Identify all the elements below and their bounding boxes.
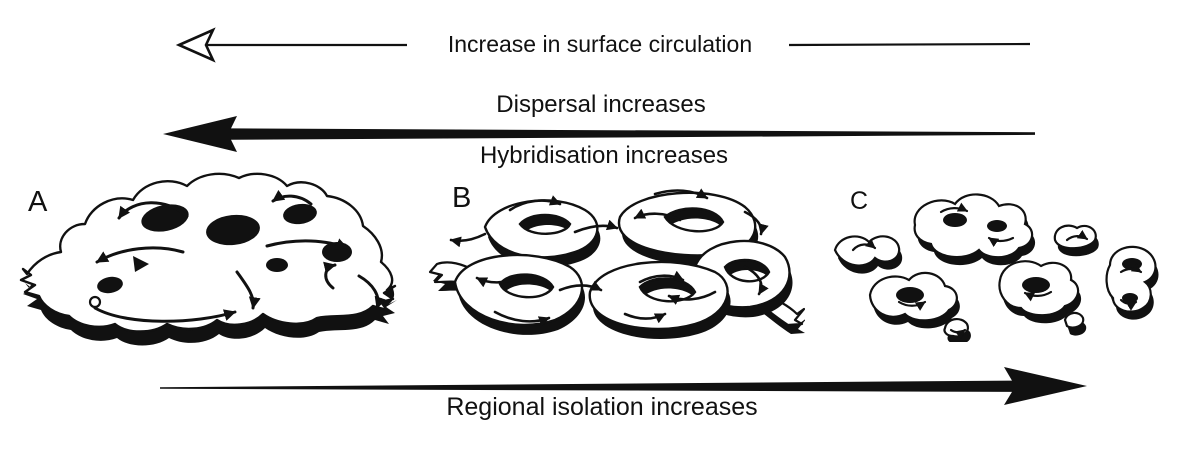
panel-a-illustration: [19, 172, 397, 346]
panel-b-illustration: [428, 188, 805, 339]
regional-isolation-arrow: [160, 367, 1087, 405]
surface-circulation-arrow: [175, 27, 1031, 63]
surface-circulation-label: Increase in surface circulation: [447, 31, 753, 57]
panel-c-circulation-arrows: [851, 202, 1143, 340]
panel-a-holes: [88, 203, 352, 309]
panel-c-holes: [896, 213, 1142, 303]
panel-b-label: B: [452, 182, 472, 214]
panel-a-label: A: [28, 186, 48, 218]
panel-a-circulation-arrows: [93, 189, 387, 323]
dispersal-arrow: [163, 116, 1035, 152]
dispersal-label: Dispersal increases: [496, 91, 706, 118]
panel-c-illustration: [833, 193, 1159, 342]
panel-c-label: C: [850, 187, 869, 215]
regional-isolation-label: Regional isolation increases: [446, 393, 758, 421]
panel-c-fragments: [833, 193, 1159, 342]
hybridisation-label: Hybridisation increases: [479, 142, 729, 169]
panel-b-circulation-arrows: [449, 188, 769, 327]
